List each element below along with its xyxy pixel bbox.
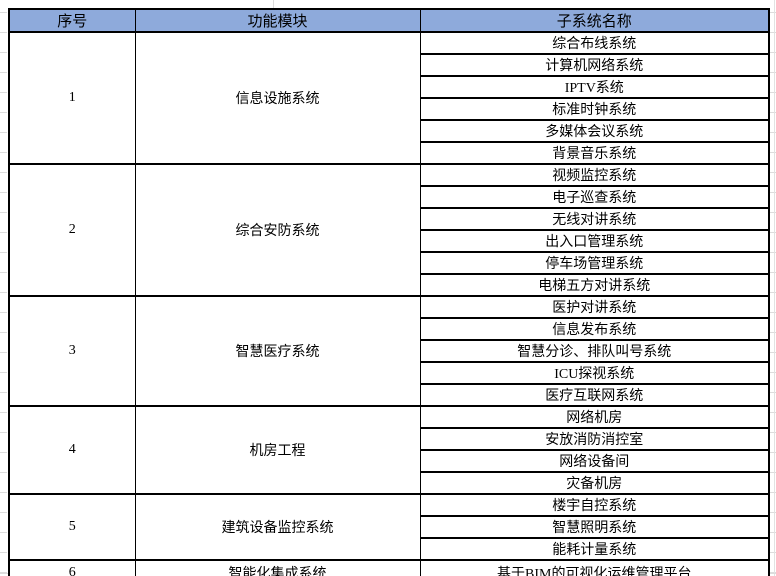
cell-serial-number[interactable]: 1 bbox=[8, 31, 136, 165]
cell-subsystem-name[interactable]: 计算机网络系统 bbox=[419, 53, 770, 77]
sheet-gridline-top-vertical bbox=[273, 0, 274, 8]
cell-subsystem-name[interactable]: 医疗互联网系统 bbox=[419, 383, 770, 407]
cell-subsystem-name[interactable]: 电梯五方对讲系统 bbox=[419, 273, 770, 297]
cell-subsystem-name[interactable]: 灾备机房 bbox=[419, 471, 770, 495]
table-row: 智慧分诊、排队叫号系统 bbox=[9, 339, 770, 363]
table-row: 医疗互联网系统 bbox=[9, 383, 770, 407]
cell-subsystem-name[interactable]: 电子巡查系统 bbox=[419, 185, 770, 209]
cell-subsystem-name[interactable]: 楼宇自控系统 bbox=[419, 493, 770, 517]
cell-serial-number[interactable]: 4 bbox=[8, 405, 136, 495]
cell-subsystem-name[interactable]: ICU探视系统 bbox=[419, 361, 770, 385]
table-row: 灾备机房 bbox=[9, 471, 770, 495]
table-header-row: 序号 功能模块 子系统名称 bbox=[8, 8, 770, 33]
table-row: 2 综合安防系统 视频监控系统 bbox=[8, 163, 770, 297]
table-row: 5 建筑设备监控系统 楼宇自控系统 bbox=[8, 493, 770, 561]
table-row: 3 智慧医疗系统 医护对讲系统 bbox=[8, 295, 770, 407]
cell-serial-number[interactable]: 2 bbox=[8, 163, 136, 297]
table-row: 信息发布系统 bbox=[9, 317, 770, 341]
cell-subsystem-name[interactable]: 停车场管理系统 bbox=[419, 251, 770, 275]
cell-function-module[interactable]: 信息设施系统 bbox=[134, 31, 421, 165]
cell-subsystem-name[interactable]: 智慧分诊、排队叫号系统 bbox=[419, 339, 770, 363]
cell-subsystem-name[interactable]: 能耗计量系统 bbox=[419, 537, 770, 561]
cell-subsystem-name[interactable]: 网络设备间 bbox=[419, 449, 770, 473]
sheet-gridline-right-edge bbox=[774, 0, 775, 576]
cell-function-module[interactable]: 建筑设备监控系统 bbox=[134, 493, 421, 561]
table-row: 标准时钟系统 bbox=[9, 97, 770, 121]
cell-function-module[interactable]: 综合安防系统 bbox=[134, 163, 421, 297]
sheet-gridlines-right bbox=[769, 0, 776, 576]
table-row: 智慧照明系统 bbox=[9, 515, 770, 539]
cell-subsystem-name[interactable]: 基于BIM的可视化运维管理平台 bbox=[419, 559, 770, 576]
cell-subsystem-name[interactable]: 信息发布系统 bbox=[419, 317, 770, 341]
cell-subsystem-name[interactable]: 无线对讲系统 bbox=[419, 207, 770, 231]
cell-subsystem-name[interactable]: 背景音乐系统 bbox=[419, 141, 770, 165]
table-row: 计算机网络系统 bbox=[9, 53, 770, 77]
cell-subsystem-name[interactable]: IPTV系统 bbox=[419, 75, 770, 99]
table-row: ICU探视系统 bbox=[9, 361, 770, 385]
table-row: 6 智能化集成系统 基于BIM的可视化运维管理平台 bbox=[8, 559, 770, 576]
subsystem-table-body: 1 信息设施系统 综合布线系统 计算机网络系统 IPTV系统 标准时钟系统 多媒体会议系统背… bbox=[8, 31, 770, 576]
cell-serial-number[interactable]: 5 bbox=[8, 493, 136, 561]
table-row: IPTV系统 bbox=[9, 75, 770, 99]
cell-subsystem-name[interactable]: 多媒体会议系统 bbox=[419, 119, 770, 143]
table-row: 停车场管理系统 bbox=[9, 251, 770, 275]
table-row: 1 信息设施系统 综合布线系统 bbox=[8, 31, 770, 165]
table-row: 多媒体会议系统 bbox=[9, 119, 770, 143]
table-row: 网络设备间 bbox=[9, 449, 770, 473]
cell-subsystem-name[interactable]: 安放消防消控室 bbox=[419, 427, 770, 451]
cell-subsystem-name[interactable]: 标准时钟系统 bbox=[419, 97, 770, 121]
table-row: 背景音乐系统 bbox=[9, 141, 770, 165]
table-row: 安放消防消控室 bbox=[9, 427, 770, 451]
cell-subsystem-name[interactable]: 智慧照明系统 bbox=[419, 515, 770, 539]
cell-serial-number[interactable]: 6 bbox=[8, 559, 136, 576]
cell-function-module[interactable]: 智能化集成系统 bbox=[134, 559, 421, 576]
column-header-subsystem-name[interactable]: 子系统名称 bbox=[419, 8, 770, 33]
cell-subsystem-name[interactable]: 医护对讲系统 bbox=[419, 295, 770, 319]
sheet-gridlines-left bbox=[0, 0, 7, 576]
table-row: 出入口管理系统 bbox=[9, 229, 770, 253]
table-row: 电梯五方对讲系统 bbox=[9, 273, 770, 297]
cell-function-module[interactable]: 机房工程 bbox=[134, 405, 421, 495]
table-row: 无线对讲系统 bbox=[9, 207, 770, 231]
table-row: 电子巡查系统 bbox=[9, 185, 770, 209]
column-header-serial-number[interactable]: 序号 bbox=[8, 8, 136, 33]
column-header-function-module[interactable]: 功能模块 bbox=[134, 8, 421, 33]
subsystem-table: 序号 功能模块 子系统名称 1 信息设施系统 综合布线系统 计算机网络系统 IPTV系统… bbox=[8, 8, 770, 576]
cell-subsystem-name[interactable]: 视频监控系统 bbox=[419, 163, 770, 187]
table-row: 4 机房工程 网络机房 bbox=[8, 405, 770, 495]
cell-subsystem-name[interactable]: 综合布线系统 bbox=[419, 31, 770, 55]
cell-function-module[interactable]: 智慧医疗系统 bbox=[134, 295, 421, 407]
cell-subsystem-name[interactable]: 网络机房 bbox=[419, 405, 770, 429]
table-row: 能耗计量系统 bbox=[9, 537, 770, 561]
cell-serial-number[interactable]: 3 bbox=[8, 295, 136, 407]
cell-subsystem-name[interactable]: 出入口管理系统 bbox=[419, 229, 770, 253]
